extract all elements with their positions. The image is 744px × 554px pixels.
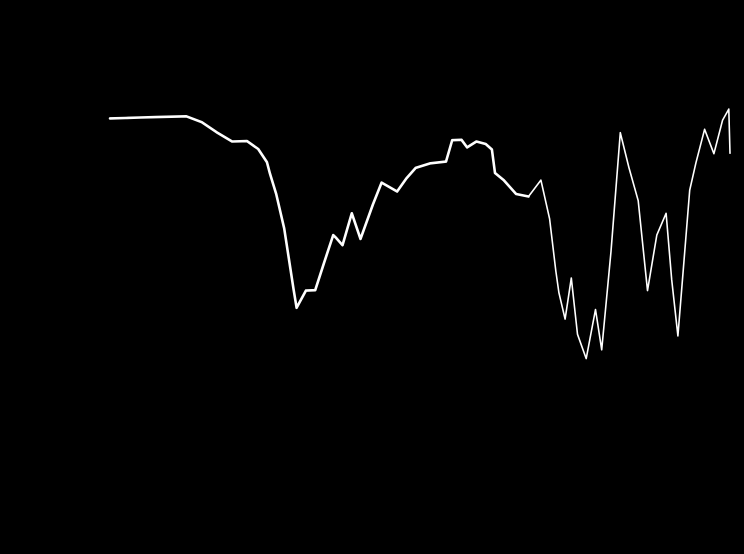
series-line-2 bbox=[527, 108, 731, 360]
series-line-1 bbox=[108, 115, 530, 310]
series-layer bbox=[108, 108, 731, 360]
